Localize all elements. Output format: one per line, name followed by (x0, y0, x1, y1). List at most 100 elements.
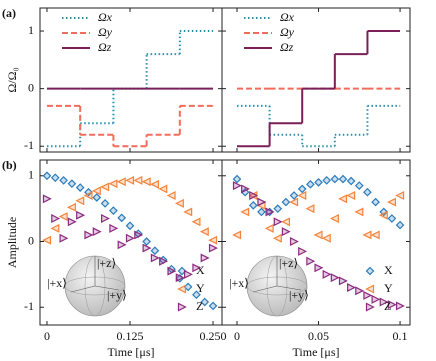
x-tick-label: 0 (234, 329, 240, 343)
legend-label: Ωx (98, 10, 113, 24)
legend-marker (365, 302, 375, 312)
legend-label: Ωz (98, 40, 112, 54)
legend-label: Z (196, 299, 203, 313)
data-point (249, 191, 259, 200)
x-tick-label: 0.1 (393, 329, 408, 343)
data-point (42, 194, 52, 204)
legend-marker (177, 302, 187, 312)
bloch-sphere: |+z⟩ |+x⟩ |+y⟩ (47, 255, 127, 317)
data-point (109, 223, 119, 233)
x-tick-label: 0 (44, 329, 50, 343)
data-point (100, 199, 110, 208)
x-axis-label: Time [μs] (293, 345, 340, 359)
legend-label: Ωz (280, 40, 294, 54)
data-point (200, 253, 210, 263)
data-point (338, 174, 348, 184)
data-point (257, 197, 267, 207)
data-point (125, 221, 135, 231)
data-point (314, 178, 323, 187)
data-point (321, 233, 331, 243)
data-point (192, 263, 202, 273)
data-point (371, 294, 381, 304)
data-point (322, 176, 332, 185)
legend-marker (365, 266, 375, 276)
legend-label: X (196, 263, 205, 277)
legend-label: Y (196, 281, 205, 295)
data-point (354, 181, 364, 190)
data-point (232, 230, 242, 240)
data-point (92, 227, 102, 237)
data-point (109, 206, 118, 215)
data-point (363, 187, 372, 197)
data-point (379, 297, 389, 307)
data-point (133, 175, 143, 185)
data-point (281, 217, 291, 227)
data-point (387, 300, 397, 310)
data-point (117, 240, 127, 250)
plot-frame (39, 159, 223, 326)
data-point (330, 174, 340, 184)
legend-marker (365, 284, 375, 294)
data-point (76, 210, 86, 220)
data-point (346, 191, 356, 200)
data-point (314, 263, 324, 273)
bloch-sphere: |+z⟩ |+x⟩ |+y⟩ (229, 255, 309, 317)
data-point (265, 207, 275, 217)
data-point (322, 269, 332, 279)
data-point (192, 290, 201, 300)
data-point (150, 253, 160, 263)
data-point (273, 204, 283, 213)
data-point (175, 273, 185, 283)
data-point (355, 286, 365, 296)
inset-label: |+x⟩ (47, 276, 67, 290)
data-point (281, 197, 291, 207)
data-point (305, 204, 315, 214)
data-point (184, 269, 193, 279)
data-point (67, 217, 77, 227)
plot-frame (39, 7, 223, 153)
data-point (59, 233, 69, 243)
y-tick-label: -1 (24, 138, 34, 152)
data-point (248, 201, 258, 210)
y-axis (276, 285, 302, 291)
data-point (150, 179, 160, 189)
data-point (125, 233, 135, 243)
data-point (387, 214, 397, 223)
data-point (208, 243, 218, 253)
data-point (240, 187, 250, 197)
inset-label: |+y⟩ (289, 288, 309, 302)
data-point (232, 181, 242, 191)
data-point (232, 174, 242, 184)
data-point (338, 194, 348, 204)
data-point (338, 276, 348, 286)
data-point (313, 230, 323, 240)
y-tick-label: 1 (28, 23, 34, 37)
data-point (142, 237, 151, 246)
data-point (108, 179, 118, 189)
legend-label: Ωx (280, 10, 295, 24)
x-axis (252, 285, 278, 293)
data-point (167, 266, 177, 276)
data-point (306, 256, 316, 266)
data-point (208, 235, 218, 245)
data-point (42, 235, 52, 245)
data-point (329, 214, 339, 223)
data-point (166, 191, 176, 200)
data-point (116, 177, 126, 187)
data-point (272, 233, 282, 243)
data-point (346, 176, 356, 186)
data-point (50, 173, 60, 183)
data-point (395, 220, 405, 230)
data-point (134, 230, 144, 240)
inset-label: |+y⟩ (107, 288, 127, 302)
data-point (50, 223, 60, 233)
data-point (67, 179, 77, 189)
data-point (83, 191, 93, 200)
data-point (191, 217, 201, 227)
data-point (370, 230, 380, 240)
data-point (257, 207, 266, 217)
legend-label: Y (384, 281, 393, 295)
data-point (200, 297, 210, 307)
data-point (75, 196, 85, 206)
inset-label: |+z⟩ (97, 256, 116, 270)
